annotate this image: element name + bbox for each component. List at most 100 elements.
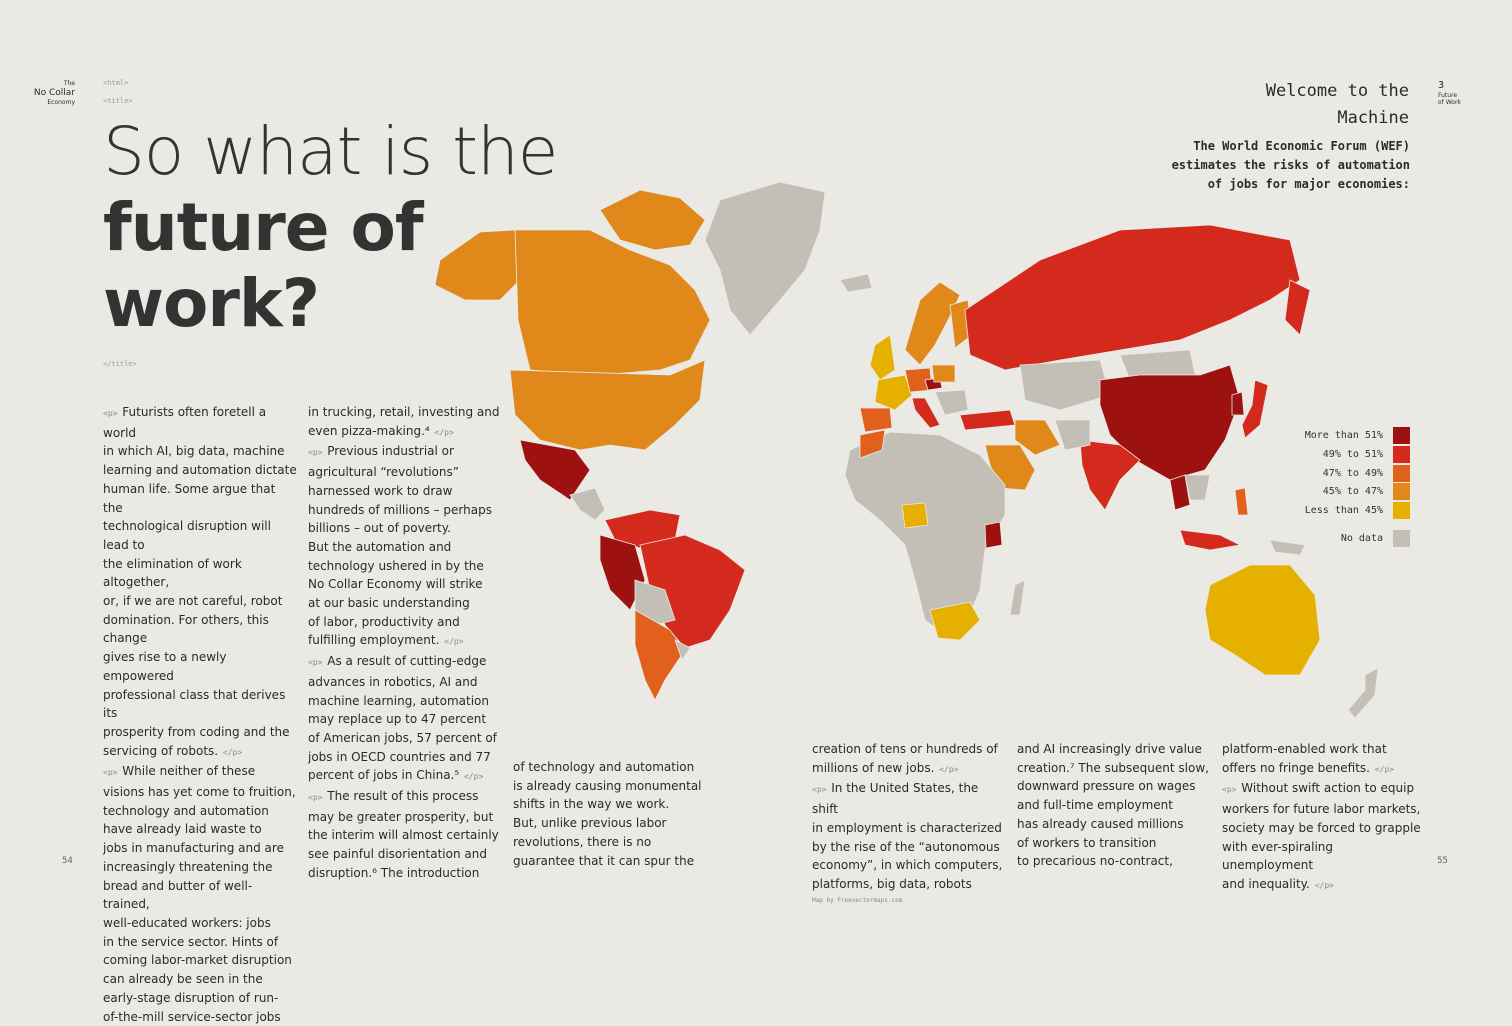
page-number-right: 55: [1437, 856, 1448, 866]
legend-swatch: [1393, 530, 1410, 547]
body-line: increasingly threatening the: [103, 858, 298, 877]
body-line: in the service sector. Hints of: [103, 933, 298, 952]
map-russia: [965, 225, 1300, 370]
body-line: visions has yet come to fruition,: [103, 783, 298, 802]
legend-label: No data: [1341, 533, 1383, 544]
body-line: <p> As a result of cutting-edge: [308, 652, 503, 673]
body-line-text: creation.⁷ The subsequent slow,: [1017, 761, 1209, 775]
p-close-tag: </p>: [1370, 765, 1394, 774]
legend-swatch: [1393, 483, 1410, 500]
body-line-text: Futurists often foretell a world: [103, 405, 266, 440]
title-close-tag: </title>: [103, 360, 137, 368]
body-line-text: has already caused millions: [1017, 817, 1184, 831]
body-line: by the rise of the “autonomous: [812, 838, 1007, 857]
body-line: <p> Futurists often foretell a world: [103, 403, 298, 442]
body-line-text: and full-time employment: [1017, 798, 1173, 812]
body-column-4: creation of tens or hundreds of millions …: [812, 740, 1007, 894]
body-line: creation.⁷ The subsequent slow,: [1017, 759, 1212, 778]
p-close-tag: </p>: [459, 772, 483, 781]
body-line: in employment is characterized: [812, 819, 1007, 838]
body-line-text: even pizza-making.⁴: [308, 424, 430, 438]
body-line: servicing of robots. </p>: [103, 742, 298, 763]
map-iceland: [840, 274, 872, 292]
map-africa: [845, 432, 1005, 635]
body-line-text: servicing of robots.: [103, 744, 218, 758]
body-line-text: platforms, big data, robots: [812, 877, 972, 891]
map-nigeria: [902, 503, 928, 528]
body-line: of American jobs, 57 percent of: [308, 729, 503, 748]
body-line-text: billions – out of poverty.: [308, 521, 451, 535]
body-line: at our basic understanding: [308, 594, 503, 613]
map-canada-islands: [600, 190, 705, 250]
body-line-text: millions of new jobs.: [812, 761, 934, 775]
body-line: and inequality. </p>: [1222, 875, 1422, 896]
body-line-text: downward pressure on wages: [1017, 779, 1196, 793]
body-line: technological disruption will lead to: [103, 517, 298, 554]
body-line: technology ushered in by the: [308, 557, 503, 576]
body-line: domination. For others, this change: [103, 611, 298, 648]
map-pakistan: [1055, 420, 1090, 450]
map-spain: [860, 408, 892, 432]
body-line: percent of jobs in China.⁵ </p>: [308, 766, 503, 787]
body-line-text: of American jobs, 57 percent of: [308, 731, 497, 745]
map-usa: [510, 360, 705, 450]
body-line-text: technological disruption will lead to: [103, 519, 271, 552]
body-line-text: human life. Some argue that the: [103, 482, 275, 515]
section-label-line1: The: [20, 80, 75, 88]
body-line: early-stage disruption of run-: [103, 989, 298, 1008]
body-line-text: domination. For others, this change: [103, 613, 269, 646]
body-line: in trucking, retail, investing and: [308, 403, 503, 422]
body-line-text: Without swift action to equip: [1241, 781, 1414, 795]
body-line: with ever-spiraling unemployment: [1222, 838, 1422, 875]
body-line: hundreds of millions – perhaps: [308, 501, 503, 520]
map-alaska: [435, 230, 520, 300]
sidebar-heading-line2: Machine: [1150, 105, 1409, 132]
body-line: may be greater prosperity, but: [308, 808, 503, 827]
map-central-asia: [1020, 360, 1110, 410]
body-line-text: creation of tens or hundreds of: [812, 742, 998, 756]
p-close-tag: </p>: [430, 428, 454, 437]
map-australia: [1205, 565, 1320, 675]
body-line: But, unlike previous labor: [513, 814, 708, 833]
body-line-text: jobs in manufacturing and are: [103, 841, 284, 855]
body-line: of technology and automation: [513, 758, 708, 777]
legend-swatch: [1393, 465, 1410, 482]
body-line-text: have already laid waste to: [103, 822, 262, 836]
section-label-line3: Economy: [20, 99, 75, 107]
legend-item: 49% to 51%: [1270, 445, 1410, 464]
body-line: or, if we are not careful, robot: [103, 592, 298, 611]
map-korea: [1232, 392, 1244, 415]
map-kenya: [985, 522, 1002, 548]
body-line-text: to precarious no-contract,: [1017, 854, 1173, 868]
sidebar-heading-line1: Welcome to the: [1150, 78, 1409, 105]
map-japan: [1242, 380, 1268, 438]
body-line-text: gives rise to a newly empowered: [103, 650, 227, 683]
body-line: <p> While neither of these: [103, 762, 298, 783]
body-line: may replace up to 47 percent: [308, 710, 503, 729]
body-line: harnessed work to draw: [308, 482, 503, 501]
body-line: But the automation and: [308, 538, 503, 557]
map-poland: [932, 365, 955, 382]
body-line-text: of technology and automation: [513, 760, 694, 774]
body-line-text: fulfilling employment.: [308, 633, 439, 647]
body-line-text: platform-enabled work that: [1222, 742, 1387, 756]
body-line-text: Previous industrial or: [327, 444, 454, 458]
p-open-tag: <p>: [1222, 785, 1241, 794]
legend-label: 45% to 47%: [1323, 486, 1383, 497]
body-line: and full-time employment: [1017, 796, 1212, 815]
body-line-text: early-stage disruption of run-: [103, 991, 278, 1005]
body-line: human life. Some argue that the: [103, 480, 298, 517]
body-line: <p> In the United States, the shift: [812, 779, 1007, 818]
body-line: jobs in OECD countries and 77: [308, 748, 503, 767]
body-line: millions of new jobs. </p>: [812, 759, 1007, 780]
section-right-line2: of Work: [1438, 99, 1478, 106]
body-line: coming labor-market disruption: [103, 951, 298, 970]
body-line-text: disruption.⁶ The introduction: [308, 866, 479, 880]
body-line: billions – out of poverty.: [308, 519, 503, 538]
body-line-text: and inequality.: [1222, 877, 1310, 891]
body-line: is already causing monumental: [513, 777, 708, 796]
body-line-text: in the service sector. Hints of: [103, 935, 278, 949]
legend-item: More than 51%: [1270, 426, 1410, 445]
p-open-tag: <p>: [308, 793, 327, 802]
body-line-text: visions has yet come to fruition,: [103, 785, 296, 799]
